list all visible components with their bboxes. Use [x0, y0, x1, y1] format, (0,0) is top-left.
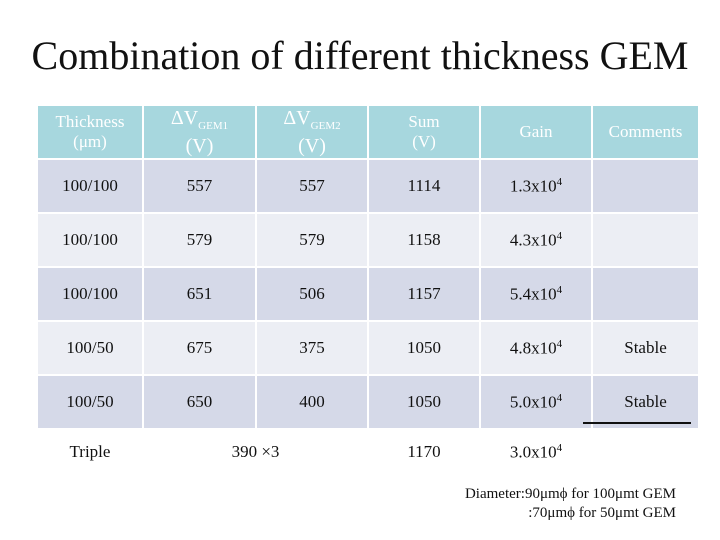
header-dv1-prefix: ΔV [170, 107, 199, 129]
header-sum-unit: (V) [412, 132, 436, 151]
header-sum-label: Sum [408, 112, 440, 131]
gain-mantissa: 5.4x10 [509, 284, 557, 304]
table-row: 100/100 557 557 1114 1.3x104 [38, 160, 698, 212]
cell-thickness: 100/50 [38, 322, 142, 374]
gain-mantissa: 5.0x10 [509, 392, 557, 412]
cell-comment [593, 268, 698, 320]
gain-mantissa: 4.8x10 [509, 338, 557, 358]
cell-dv2: 375 [257, 322, 367, 374]
header-comments: Comments [593, 106, 698, 158]
cell-gain: 5.0x104 [481, 376, 591, 428]
gain-exponent: 4 [556, 391, 563, 404]
cell-dv2: 400 [257, 376, 367, 428]
cell-dv2: 506 [257, 268, 367, 320]
diameter-note: Diameter:90μmϕ for 100μmt GEM :70μmϕ for… [465, 485, 676, 523]
cell-comment: Stable [593, 376, 698, 428]
gain-exponent: 4 [556, 283, 563, 296]
cell-sum: 1158 [369, 214, 479, 266]
cell-comment: Stable [593, 322, 698, 374]
cell-dv1: 651 [144, 268, 255, 320]
gain-exponent: 4 [556, 441, 563, 454]
table-row: 100/100 579 579 1158 4.3x104 [38, 214, 698, 266]
cell-dv2: 557 [257, 160, 367, 212]
table-row: Triple 390 ×3 1170 3.0x104 [38, 430, 698, 474]
table-row: 100/50 675 375 1050 4.8x104 Stable [38, 322, 698, 374]
cell-sum: 1157 [369, 268, 479, 320]
gain-exponent: 4 [556, 337, 563, 350]
cell-thickness: 100/50 [38, 376, 142, 428]
table-divider [583, 422, 691, 424]
cell-gain: 3.0x104 [481, 430, 591, 474]
gain-mantissa: 4.3x10 [509, 230, 557, 250]
gem-table: Thickness (μm) ΔVGEM1 (V) ΔVGEM2 (V) Sum… [36, 104, 700, 476]
cell-gain: 5.4x104 [481, 268, 591, 320]
header-dv2-prefix: ΔV [283, 107, 311, 129]
cell-sum: 1050 [369, 376, 479, 428]
cell-thickness: 100/100 [38, 214, 142, 266]
header-dv-gem1: ΔVGEM1 (V) [144, 106, 255, 158]
header-dv1-sub: GEM1 [198, 120, 229, 132]
header-sum: Sum (V) [369, 106, 479, 158]
cell-dv1: 557 [144, 160, 255, 212]
cell-dv1: 650 [144, 376, 255, 428]
note-line-1: Diameter:90μmϕ for 100μmt GEM [464, 486, 676, 502]
table-row: 100/100 651 506 1157 5.4x104 [38, 268, 698, 320]
table-row: 100/50 650 400 1050 5.0x104 Stable [38, 376, 698, 428]
header-thickness: Thickness (μm) [38, 106, 142, 158]
cell-sum: 1050 [369, 322, 479, 374]
header-thickness-unit: (μm) [73, 132, 107, 151]
header-dv1-unit: (V) [185, 135, 214, 157]
cell-dv1: 675 [144, 322, 255, 374]
cell-gain: 1.3x104 [481, 160, 591, 212]
cell-comment [593, 214, 698, 266]
gain-exponent: 4 [556, 175, 563, 188]
header-dv2-sub: GEM2 [310, 120, 341, 132]
gain-mantissa: 3.0x10 [509, 442, 557, 462]
cell-sum: 1170 [369, 430, 479, 474]
cell-dv2: 579 [257, 214, 367, 266]
cell-thickness: 100/100 [38, 268, 142, 320]
cell-comment [593, 160, 698, 212]
slide-title: Combination of different thickness GEM [31, 33, 689, 78]
cell-gain: 4.8x104 [481, 322, 591, 374]
header-row: Thickness (μm) ΔVGEM1 (V) ΔVGEM2 (V) Sum… [38, 106, 698, 158]
cell-dv1: 579 [144, 214, 255, 266]
header-dv-gem2: ΔVGEM2 (V) [257, 106, 367, 158]
cell-comment [593, 430, 698, 474]
cell-sum: 1114 [369, 160, 479, 212]
cell-gain: 4.3x104 [481, 214, 591, 266]
gain-exponent: 4 [556, 229, 563, 242]
header-thickness-label: Thickness [55, 112, 125, 131]
cell-thickness: 100/100 [38, 160, 142, 212]
header-dv2-unit: (V) [298, 135, 326, 157]
header-gain: Gain [481, 106, 591, 158]
note-line-2: :70μmϕ for 50μmt GEM [528, 505, 676, 521]
cell-thickness: Triple [38, 430, 142, 474]
cell-dv-combined: 390 ×3 [144, 430, 367, 474]
gain-mantissa: 1.3x10 [509, 176, 557, 196]
